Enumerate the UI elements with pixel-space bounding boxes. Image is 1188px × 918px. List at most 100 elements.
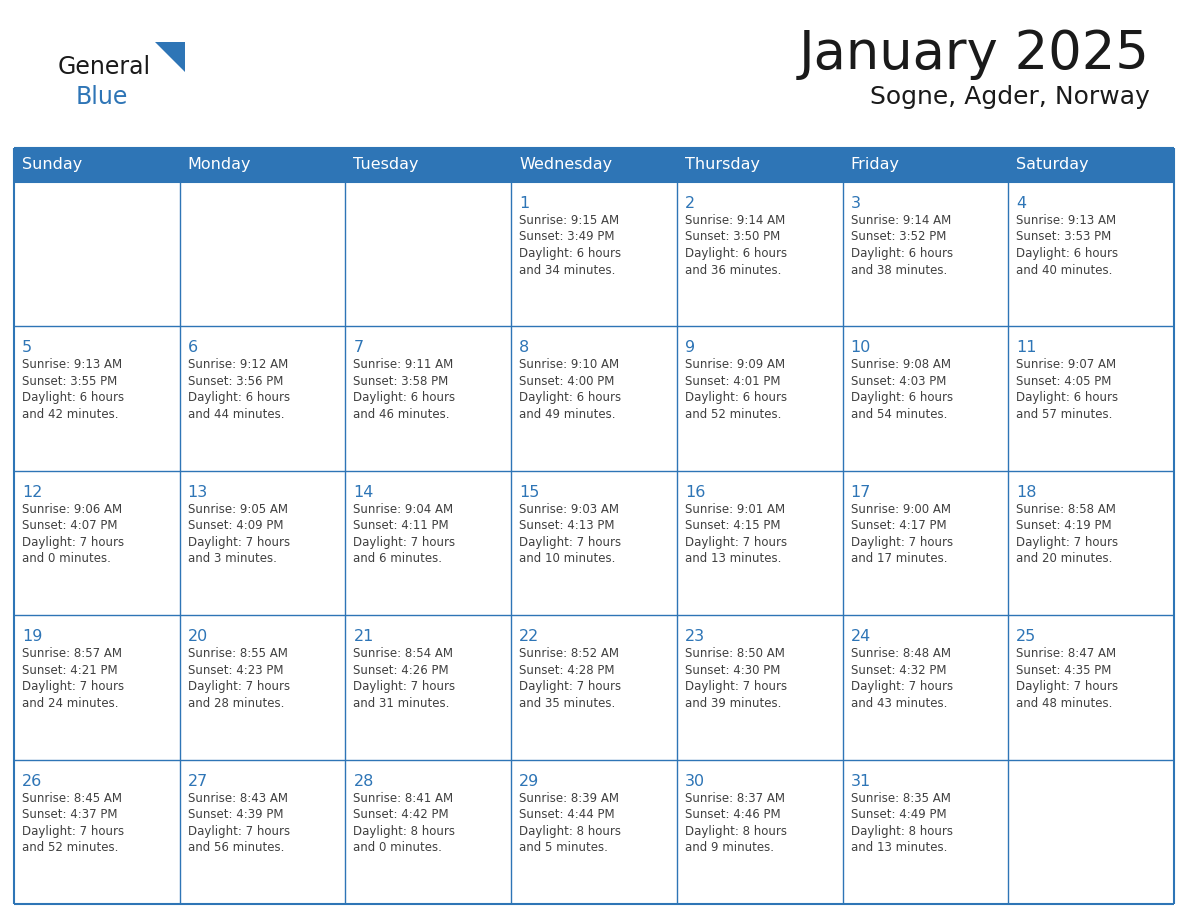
Text: 27: 27 (188, 774, 208, 789)
Bar (179, 615, 346, 759)
Text: and 48 minutes.: and 48 minutes. (1016, 697, 1113, 710)
Bar (179, 759, 346, 904)
Text: Sunrise: 8:35 AM: Sunrise: 8:35 AM (851, 791, 950, 804)
Bar (14, 615, 179, 759)
Text: 3: 3 (851, 196, 860, 211)
Bar (677, 182, 842, 327)
Text: and 0 minutes.: and 0 minutes. (353, 841, 442, 854)
Text: Daylight: 7 hours: Daylight: 7 hours (851, 680, 953, 693)
Text: and 17 minutes.: and 17 minutes. (851, 553, 947, 565)
Text: January 2025: January 2025 (800, 28, 1150, 80)
Text: Monday: Monday (188, 158, 251, 173)
Text: and 49 minutes.: and 49 minutes. (519, 408, 615, 420)
Text: Tuesday: Tuesday (353, 158, 419, 173)
Text: 10: 10 (851, 341, 871, 355)
Bar (179, 471, 346, 615)
Text: Sunset: 4:44 PM: Sunset: 4:44 PM (519, 808, 614, 821)
Text: Daylight: 6 hours: Daylight: 6 hours (519, 247, 621, 260)
Text: Daylight: 6 hours: Daylight: 6 hours (519, 391, 621, 405)
Text: Sunrise: 8:45 AM: Sunrise: 8:45 AM (23, 791, 122, 804)
Text: Daylight: 6 hours: Daylight: 6 hours (353, 391, 455, 405)
Text: Sunrise: 8:58 AM: Sunrise: 8:58 AM (1016, 503, 1117, 516)
Text: and 52 minutes.: and 52 minutes. (23, 841, 119, 854)
Text: Sunrise: 8:41 AM: Sunrise: 8:41 AM (353, 791, 454, 804)
Text: and 28 minutes.: and 28 minutes. (188, 697, 284, 710)
Bar (511, 148, 677, 182)
Text: Daylight: 7 hours: Daylight: 7 hours (1016, 680, 1118, 693)
Bar (677, 615, 842, 759)
Text: Sunset: 3:52 PM: Sunset: 3:52 PM (851, 230, 946, 243)
Text: Daylight: 7 hours: Daylight: 7 hours (23, 824, 124, 837)
Bar (1009, 471, 1174, 615)
Text: 12: 12 (23, 485, 43, 499)
Text: Sunday: Sunday (23, 158, 82, 173)
Text: Daylight: 7 hours: Daylight: 7 hours (519, 680, 621, 693)
Text: 30: 30 (684, 774, 704, 789)
Text: 8: 8 (519, 341, 530, 355)
Text: Sunset: 4:46 PM: Sunset: 4:46 PM (684, 808, 781, 821)
Bar (1009, 615, 1174, 759)
Text: Sunrise: 8:43 AM: Sunrise: 8:43 AM (188, 791, 287, 804)
Text: 9: 9 (684, 341, 695, 355)
Bar (677, 148, 842, 182)
Text: Sogne, Agder, Norway: Sogne, Agder, Norway (871, 85, 1150, 109)
Text: 4: 4 (1016, 196, 1026, 211)
Text: Daylight: 7 hours: Daylight: 7 hours (851, 536, 953, 549)
Text: Sunset: 4:35 PM: Sunset: 4:35 PM (1016, 664, 1112, 677)
Text: and 36 minutes.: and 36 minutes. (684, 263, 782, 276)
Text: 26: 26 (23, 774, 43, 789)
Text: and 44 minutes.: and 44 minutes. (188, 408, 284, 420)
Text: Thursday: Thursday (684, 158, 760, 173)
Text: Friday: Friday (851, 158, 899, 173)
Text: 14: 14 (353, 485, 374, 499)
Bar (1009, 182, 1174, 327)
Bar (179, 327, 346, 471)
Text: General: General (58, 55, 151, 79)
Text: Sunset: 4:30 PM: Sunset: 4:30 PM (684, 664, 781, 677)
Text: Sunset: 3:53 PM: Sunset: 3:53 PM (1016, 230, 1112, 243)
Text: 7: 7 (353, 341, 364, 355)
Text: Sunset: 4:00 PM: Sunset: 4:00 PM (519, 375, 614, 388)
Text: Daylight: 6 hours: Daylight: 6 hours (851, 391, 953, 405)
Bar (842, 615, 1009, 759)
Text: Sunrise: 9:13 AM: Sunrise: 9:13 AM (23, 358, 122, 372)
Text: and 5 minutes.: and 5 minutes. (519, 841, 608, 854)
Text: Sunset: 4:13 PM: Sunset: 4:13 PM (519, 520, 614, 532)
Text: Sunrise: 9:03 AM: Sunrise: 9:03 AM (519, 503, 619, 516)
Text: Daylight: 7 hours: Daylight: 7 hours (188, 680, 290, 693)
Text: and 39 minutes.: and 39 minutes. (684, 697, 782, 710)
Text: Sunset: 4:09 PM: Sunset: 4:09 PM (188, 520, 283, 532)
Bar (511, 327, 677, 471)
Text: and 57 minutes.: and 57 minutes. (1016, 408, 1113, 420)
Text: Daylight: 7 hours: Daylight: 7 hours (188, 824, 290, 837)
Text: and 38 minutes.: and 38 minutes. (851, 263, 947, 276)
Text: and 35 minutes.: and 35 minutes. (519, 697, 615, 710)
Bar (511, 471, 677, 615)
Bar (14, 182, 179, 327)
Text: Sunset: 4:26 PM: Sunset: 4:26 PM (353, 664, 449, 677)
Bar (842, 759, 1009, 904)
Text: and 24 minutes.: and 24 minutes. (23, 697, 119, 710)
Text: 23: 23 (684, 629, 704, 644)
Text: Sunset: 4:21 PM: Sunset: 4:21 PM (23, 664, 118, 677)
Bar (1009, 327, 1174, 471)
Text: Daylight: 8 hours: Daylight: 8 hours (851, 824, 953, 837)
Text: 19: 19 (23, 629, 43, 644)
Text: and 10 minutes.: and 10 minutes. (519, 553, 615, 565)
Bar (1009, 148, 1174, 182)
Text: and 43 minutes.: and 43 minutes. (851, 697, 947, 710)
Text: and 56 minutes.: and 56 minutes. (188, 841, 284, 854)
Bar (1009, 759, 1174, 904)
Text: Sunrise: 8:55 AM: Sunrise: 8:55 AM (188, 647, 287, 660)
Text: Sunrise: 8:52 AM: Sunrise: 8:52 AM (519, 647, 619, 660)
Text: Sunset: 4:32 PM: Sunset: 4:32 PM (851, 664, 946, 677)
Bar (179, 148, 346, 182)
Text: Sunrise: 8:47 AM: Sunrise: 8:47 AM (1016, 647, 1117, 660)
Text: 29: 29 (519, 774, 539, 789)
Text: Sunset: 4:28 PM: Sunset: 4:28 PM (519, 664, 614, 677)
Text: Daylight: 8 hours: Daylight: 8 hours (519, 824, 621, 837)
Text: Daylight: 6 hours: Daylight: 6 hours (684, 391, 786, 405)
Text: Sunset: 3:55 PM: Sunset: 3:55 PM (23, 375, 118, 388)
Polygon shape (154, 42, 185, 72)
Bar (677, 759, 842, 904)
